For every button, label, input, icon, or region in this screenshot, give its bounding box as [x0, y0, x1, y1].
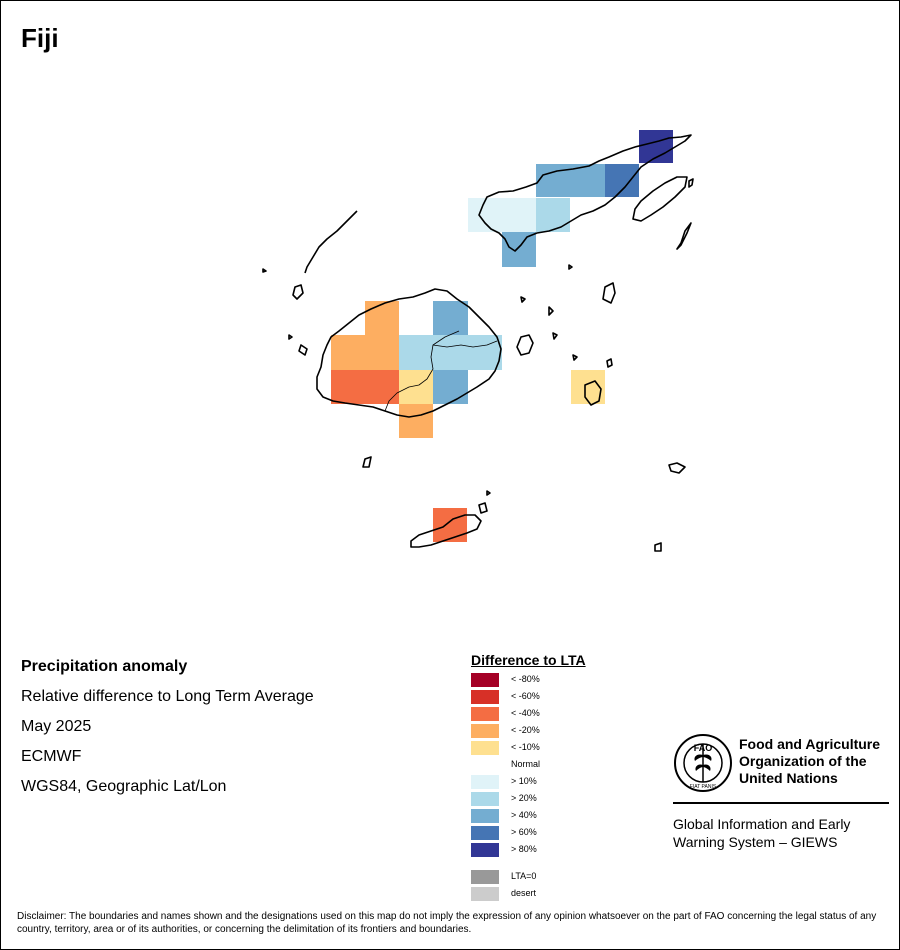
legend-swatch — [471, 673, 499, 687]
legend-label: > 40% — [511, 810, 537, 820]
island-outline — [654, 542, 662, 552]
legend-label: > 10% — [511, 776, 537, 786]
province-boundary — [384, 330, 460, 412]
legend-title: Difference to LTA — [471, 652, 586, 668]
island-outline — [668, 462, 686, 474]
anomaly-cell — [399, 370, 433, 404]
legend-swatch — [471, 690, 499, 704]
island-outline — [262, 268, 267, 273]
anomaly-map — [262, 130, 694, 552]
anomaly-cell — [331, 370, 365, 404]
fao-logo-text: FAO — [694, 743, 713, 753]
vanua-levu-outline — [478, 134, 692, 252]
legend-label: desert — [511, 888, 537, 898]
legend-swatch — [471, 826, 499, 840]
island-outline — [288, 334, 293, 340]
coastlines — [262, 134, 694, 552]
island-outline — [676, 222, 692, 250]
legend-swatch — [471, 724, 499, 738]
anomaly-cell — [399, 404, 433, 438]
island-outline — [552, 332, 558, 340]
anomaly-grid — [331, 130, 673, 542]
anomaly-cell — [536, 164, 570, 197]
anomaly-cell — [502, 198, 536, 232]
legend-label: > 20% — [511, 793, 537, 803]
disclaimer: Disclaimer: The boundaries and names sho… — [17, 911, 877, 935]
anomaly-cell — [536, 198, 570, 232]
anomaly-cell — [365, 370, 399, 404]
legend-label: < -10% — [511, 742, 540, 752]
island-outline — [568, 264, 573, 270]
info-projection: WGS84, Geographic Lat/Lon — [21, 778, 227, 795]
anomaly-cell — [433, 370, 468, 404]
legend-swatch — [471, 741, 499, 755]
info-source: ECMWF — [21, 748, 82, 765]
island-outline — [606, 358, 613, 368]
anomaly-cell — [331, 335, 365, 370]
legend-swatch — [471, 843, 499, 857]
legend-swatch — [471, 809, 499, 823]
info-heading: Precipitation anomaly — [21, 658, 188, 675]
island-outline — [520, 296, 526, 303]
anomaly-cell — [502, 232, 536, 267]
giews-name: Global Information and Early Warning Sys… — [673, 816, 851, 850]
koro-outline — [602, 282, 616, 304]
legend-swatch — [471, 870, 499, 884]
legend-swatch — [471, 775, 499, 789]
fao-logo: FAO FIAT PANIS — [674, 734, 732, 792]
kadavu-outline — [410, 514, 482, 548]
legend-label: < -80% — [511, 674, 540, 684]
island-outline — [298, 344, 308, 356]
info-date: May 2025 — [21, 718, 92, 735]
legend-swatch — [471, 887, 499, 901]
legend-label: > 80% — [511, 844, 537, 854]
org-divider — [673, 802, 889, 804]
legend-label: > 60% — [511, 827, 537, 837]
legend-swatch — [471, 792, 499, 806]
anomaly-cell — [365, 335, 399, 370]
viti-levu-outline — [316, 288, 502, 418]
anomaly-cell — [468, 335, 502, 370]
legend-swatch — [471, 758, 499, 772]
anomaly-cell — [365, 301, 399, 335]
anomaly-cell — [433, 335, 468, 370]
anomaly-cell — [605, 164, 639, 197]
legend-label: < -60% — [511, 691, 540, 701]
island-outline — [292, 284, 304, 300]
legend-label: LTA=0 — [511, 871, 537, 881]
org-name: Food and Agriculture Organization of the… — [739, 736, 881, 786]
island-outline — [572, 354, 578, 361]
legend-label: < -40% — [511, 708, 540, 718]
island-outline — [486, 490, 491, 496]
legend-label: < -20% — [511, 725, 540, 735]
island-outline — [548, 306, 554, 316]
anomaly-cell — [433, 301, 468, 335]
fao-motto: FIAT PANIS — [690, 784, 717, 790]
ovalau-outline — [516, 334, 534, 356]
anomaly-cell — [570, 164, 605, 197]
island-outline — [688, 178, 694, 188]
anomaly-cell — [468, 198, 502, 232]
legend-swatch — [471, 707, 499, 721]
lakeba-outline — [584, 380, 602, 406]
anomaly-cell — [399, 335, 433, 370]
anomaly-cell — [433, 508, 467, 542]
taveuni-outline — [632, 176, 688, 222]
island-outline — [362, 456, 372, 468]
province-boundary — [432, 340, 498, 348]
map-title: Fiji — [21, 23, 59, 53]
legend-label: Normal — [511, 759, 541, 769]
yasawa-outline — [304, 210, 358, 274]
info-subtitle: Relative difference to Long Term Average — [21, 688, 314, 705]
island-outline — [478, 502, 488, 514]
